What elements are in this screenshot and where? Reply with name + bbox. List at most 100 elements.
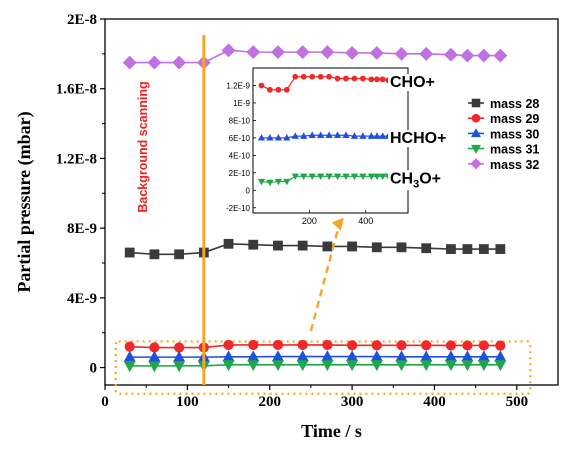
point-mass-31 — [321, 360, 334, 372]
point-mass-28 — [495, 244, 506, 254]
inset-point-cho — [317, 73, 324, 80]
point-mass-28 — [124, 247, 135, 258]
inset-point-ch3o — [325, 173, 333, 181]
inset-point-cho — [258, 82, 265, 89]
point-mass-29 — [223, 339, 234, 351]
inset-point-hcho — [257, 134, 266, 141]
point-mass-32 — [271, 45, 285, 60]
inset-y-tick-label: -2E-10 — [226, 204, 251, 213]
inset-plot: 200 400 -2E-10 0 2E-10 4E-10 6E-10 8E-10 1E-9 1.2… — [226, 67, 449, 226]
zoom-arrow-head — [331, 217, 344, 231]
inset-point-cho — [326, 73, 332, 80]
inset-y-tick-label: 4E-10 — [229, 151, 251, 160]
point-mass-29 — [272, 339, 284, 351]
point-mass-28 — [462, 244, 473, 254]
point-mass-28 — [371, 242, 382, 253]
legend-label-mass-32: mass 32 — [490, 158, 539, 172]
y-axis-label: Partial pressure (mbar) — [14, 111, 35, 292]
y-tick-label: 1.2E-8 — [56, 151, 97, 167]
point-mass-31 — [494, 360, 507, 372]
point-mass-28 — [396, 242, 407, 253]
x-tick-label: 0 — [101, 394, 109, 410]
point-mass-31 — [148, 361, 161, 373]
inset-point-ch3o — [342, 173, 350, 181]
x-tick-label: 500 — [506, 394, 529, 410]
inset-y-tick-label: 1.2E-9 — [226, 81, 250, 90]
point-mass-31 — [222, 360, 235, 372]
inset-point-cho — [292, 73, 299, 80]
point-mass-31 — [420, 360, 433, 372]
legend-label-mass-31: mass 31 — [490, 143, 539, 157]
inset-point-hcho — [333, 131, 342, 138]
inset-point-hcho — [266, 134, 274, 141]
inset-point-cho — [360, 75, 366, 82]
point-mass-32 — [221, 43, 236, 58]
inset-point-hcho — [350, 132, 359, 139]
inset-point-ch3o — [274, 178, 282, 186]
x-tick-label: 200 — [258, 394, 281, 410]
inset-point-ch3o — [283, 178, 291, 186]
point-mass-29 — [396, 340, 407, 351]
point-mass-32 — [460, 48, 475, 63]
point-mass-29 — [297, 339, 308, 351]
point-mass-32 — [394, 46, 409, 61]
point-mass-29 — [462, 340, 473, 351]
x-axis-label: Time / s — [301, 421, 362, 441]
inset-point-hcho — [291, 132, 299, 139]
legend-marker-mass-30 — [471, 128, 481, 138]
point-mass-29 — [371, 340, 382, 351]
y-tick-label: 1.6E-8 — [56, 82, 97, 98]
inset-point-cho — [267, 86, 273, 93]
inset-point-hcho — [342, 131, 350, 138]
point-mass-32 — [147, 55, 162, 70]
point-mass-31 — [461, 360, 474, 372]
zoom-arrow — [309, 225, 341, 332]
series-line-mass-32 — [129, 49, 501, 64]
point-mass-28 — [174, 249, 185, 260]
inset-point-hcho — [359, 132, 367, 139]
plot-frame — [104, 18, 559, 386]
inset-label-cho: CHO+ — [390, 74, 435, 91]
point-mass-32 — [246, 45, 261, 60]
point-mass-29 — [248, 339, 259, 351]
inset-y-tick-label: 2E-10 — [229, 169, 251, 178]
point-mass-29 — [124, 341, 135, 352]
inset-label-bg — [388, 130, 449, 148]
inset-point-cho — [374, 76, 380, 83]
point-mass-32 — [320, 45, 335, 60]
legend-marker-mass-31 — [471, 144, 481, 154]
inset-point-ch3o — [257, 178, 266, 186]
inset-y-tick-label: 1E-9 — [233, 99, 250, 108]
inset-point-hcho — [308, 131, 316, 138]
point-mass-31 — [123, 361, 136, 373]
inset-point-cho — [283, 86, 290, 93]
point-mass-28 — [273, 240, 283, 251]
point-mass-32 — [493, 48, 508, 63]
legend-label-mass-28: mass 28 — [490, 97, 539, 111]
point-mass-28 — [347, 241, 357, 252]
x-tick-label: 300 — [341, 394, 364, 410]
point-mass-29 — [421, 340, 432, 351]
point-mass-28 — [149, 249, 160, 260]
inset-point-cho — [368, 76, 375, 83]
point-mass-32 — [419, 46, 434, 61]
legend-label-mass-30: mass 30 — [490, 127, 539, 141]
inset-point-hcho — [317, 131, 325, 138]
point-mass-29 — [445, 340, 457, 351]
point-mass-29 — [478, 340, 489, 351]
inset-point-ch3o — [300, 173, 308, 181]
legend-marker-mass-28 — [471, 98, 481, 108]
inset-y-tick-label: 6E-10 — [229, 134, 251, 143]
inset-point-cho — [351, 75, 358, 82]
inset-point-hcho — [379, 132, 387, 139]
point-mass-32 — [369, 46, 384, 60]
point-mass-28 — [248, 239, 259, 250]
point-mass-28 — [421, 243, 432, 254]
inset-x-tick-label: 200 — [302, 216, 317, 226]
highlight-box — [114, 340, 532, 395]
inset-point-hcho — [373, 132, 381, 139]
point-mass-31 — [370, 360, 383, 372]
inset-point-cho — [343, 75, 349, 82]
